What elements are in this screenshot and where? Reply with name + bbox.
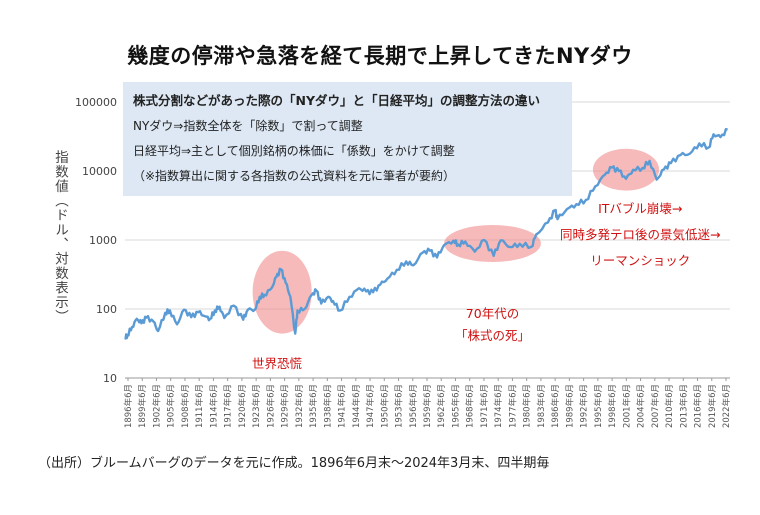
x-tick-label: 1902年6月 (151, 384, 162, 428)
y-axis-label: 指数値（ドル、対数表示） (52, 150, 68, 324)
note-box: 株式分割などがあった際の「NYダウ」と「日経平均」の調整方法の違い NYダウ⇒指… (123, 82, 572, 196)
x-tick-label: 1938年6月 (322, 384, 333, 428)
x-tick-label: 1926年6月 (265, 384, 276, 428)
annotation-depression: 世界恐慌 (252, 356, 303, 371)
x-tick-label: 1932年6月 (294, 384, 305, 428)
x-tick-label: 1929年6月 (280, 384, 291, 428)
annotation-seventies-line2: 「株式の死」 (455, 328, 531, 343)
x-tick-label: 1965年6月 (450, 384, 461, 428)
x-tick-label: 1968年6月 (465, 384, 476, 428)
x-tick-label: 1896年6月 (123, 384, 134, 428)
x-tick-label: 1986年6月 (550, 384, 561, 428)
note-line-2: 日経平均⇒主として個別銘柄の株価に「係数」をかけて調整 (133, 144, 455, 158)
x-tick-label: 1956年6月 (408, 384, 419, 428)
x-tick-label: 1908年6月 (180, 384, 191, 428)
x-tick-label: 1998年6月 (607, 384, 618, 428)
x-tick-label: 1923年6月 (251, 384, 262, 428)
x-tick-label: 1947年6月 (365, 384, 376, 428)
x-tick-label: 1941年6月 (337, 384, 348, 428)
x-tick-label: 2001年6月 (621, 384, 632, 428)
x-tick-label: 2007年6月 (650, 384, 661, 428)
series-line (124, 127, 728, 340)
highlight-ellipse-3 (592, 148, 660, 191)
y-tick-label: 100 (96, 303, 117, 316)
x-tick-label: 1983年6月 (536, 384, 547, 428)
x-tick-label: 2022年6月 (721, 384, 732, 428)
x-tick-label: 1911年6月 (194, 384, 205, 428)
x-tick-label: 2010年6月 (664, 384, 675, 428)
x-axis-ticks: 1896年6月 1899年6月 1902年6月 1905年6月 1908年6月 1911年… (123, 378, 732, 428)
y-tick-label: 100000 (75, 96, 117, 109)
x-tick-label: 2013年6月 (678, 384, 689, 428)
y-tick-label: 10000 (82, 165, 117, 178)
x-tick-label: 1974年6月 (493, 384, 504, 428)
x-tick-label: 2016年6月 (693, 384, 704, 428)
highlight-ellipse-1 (252, 250, 312, 334)
x-tick-label: 1953年6月 (394, 384, 405, 428)
x-tick-label: 1935年6月 (308, 384, 319, 428)
source-note: （出所）ブルームバーグのデータを元に作成。1896年6月末～2024年3月末、四… (38, 456, 550, 471)
x-tick-label: 1899年6月 (137, 384, 148, 428)
x-tick-label: 2004年6月 (636, 384, 647, 428)
annotation-it-line2: 同時多発テロ後の景気低迷→ (560, 227, 721, 242)
annotation-seventies-line1: 70年代の (465, 306, 520, 321)
x-tick-label: 1914年6月 (208, 384, 219, 428)
x-tick-label: 1959年6月 (422, 384, 433, 428)
x-tick-label: 1950年6月 (379, 384, 390, 428)
x-tick-label: 2019年6月 (707, 384, 718, 428)
x-tick-label: 1944年6月 (351, 384, 362, 428)
x-tick-label: 1905年6月 (166, 384, 177, 428)
annotation-it-bubble: ITバブル崩壊→ 同時多発テロ後の景気低迷→ リーマンショック (560, 196, 720, 274)
note-line-1: NYダウ⇒指数全体を「除数」で割って調整 (133, 119, 363, 133)
annotation-it-line1: ITバブル崩壊→ (598, 201, 683, 216)
note-line-3: （※指数算出に関する各指数の公式資料を元に筆者が要約） (133, 169, 456, 183)
x-tick-label: 1977年6月 (507, 384, 518, 428)
y-tick-label: 1000 (89, 234, 117, 247)
x-tick-label: 1917年6月 (223, 384, 234, 428)
x-tick-label: 1995年6月 (593, 384, 604, 428)
y-tick-label: 10 (103, 372, 117, 385)
annotation-it-line3: リーマンショック (590, 253, 691, 268)
x-tick-label: 1980年6月 (522, 384, 533, 428)
x-tick-label: 1971年6月 (479, 384, 490, 428)
annotation-seventies: 70年代の 「株式の死」 (455, 303, 530, 347)
x-tick-label: 1962年6月 (436, 384, 447, 428)
x-tick-label: 1992年6月 (579, 384, 590, 428)
note-heading: 株式分割などがあった際の「NYダウ」と「日経平均」の調整方法の違い (133, 93, 541, 108)
y-axis-ticks: 10 100 1000 10000 100000 (75, 96, 117, 385)
x-tick-label: 1989年6月 (564, 384, 575, 428)
highlight-ellipse-2 (444, 224, 541, 262)
chart-title: 幾度の停滞や急落を経て長期で上昇してきたNYダウ (127, 44, 633, 68)
x-tick-label: 1920年6月 (237, 384, 248, 428)
